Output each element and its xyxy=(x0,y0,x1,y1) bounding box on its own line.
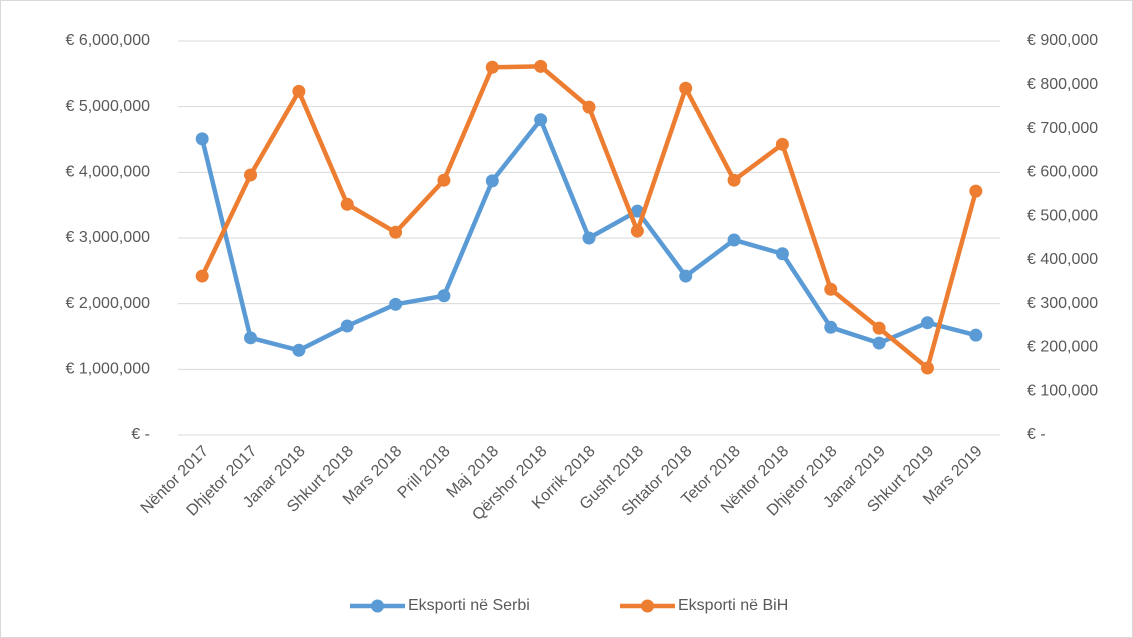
data-point xyxy=(534,113,548,127)
y2-tick-label: € 100,000 xyxy=(1027,382,1098,399)
data-point xyxy=(389,297,403,311)
data-point xyxy=(727,233,741,247)
y-tick-label: € 3,000,000 xyxy=(65,229,150,246)
data-point xyxy=(920,361,934,375)
y-tick-label: € 2,000,000 xyxy=(65,295,150,312)
legend-label: Eksporti në BiH xyxy=(678,597,788,614)
y2-tick-label: € 300,000 xyxy=(1027,295,1098,312)
data-point xyxy=(582,100,596,114)
data-point xyxy=(824,320,838,334)
y-tick-label: € 1,000,000 xyxy=(65,361,150,378)
data-point xyxy=(872,321,886,335)
y-tick-label: € 5,000,000 xyxy=(65,98,150,115)
data-point xyxy=(679,269,693,283)
data-point xyxy=(485,60,499,74)
data-point xyxy=(969,184,983,198)
data-point xyxy=(920,316,934,330)
y-tick-label: € 6,000,000 xyxy=(65,32,150,49)
data-point xyxy=(679,81,693,95)
data-point xyxy=(485,174,499,188)
y2-tick-label: € 600,000 xyxy=(1027,164,1098,181)
data-point xyxy=(582,231,596,245)
data-point xyxy=(244,331,258,345)
y2-tick-label: € 700,000 xyxy=(1027,120,1098,137)
y2-tick-label: € 500,000 xyxy=(1027,207,1098,224)
y2-tick-label: € - xyxy=(1027,426,1046,443)
data-point xyxy=(775,247,789,261)
data-point xyxy=(630,224,644,238)
y-tick-label: € 4,000,000 xyxy=(65,164,150,181)
data-point xyxy=(824,282,838,296)
y-tick-label: € - xyxy=(131,426,150,443)
data-point xyxy=(534,59,548,73)
y2-tick-label: € 900,000 xyxy=(1027,32,1098,49)
data-point xyxy=(195,132,209,146)
data-point xyxy=(340,319,354,333)
data-point xyxy=(969,328,983,342)
data-point xyxy=(872,336,886,350)
data-point xyxy=(727,173,741,187)
data-point xyxy=(437,173,451,187)
legend-marker xyxy=(371,599,384,613)
data-point xyxy=(389,225,403,239)
data-point xyxy=(292,343,306,357)
data-point xyxy=(292,84,306,98)
data-point xyxy=(775,137,789,151)
data-point xyxy=(195,269,209,283)
legend-label: Eksporti në Serbi xyxy=(408,597,530,614)
y2-tick-label: € 800,000 xyxy=(1027,76,1098,93)
data-point xyxy=(340,197,354,211)
y2-tick-label: € 400,000 xyxy=(1027,251,1098,268)
data-point xyxy=(244,168,258,182)
y2-tick-label: € 200,000 xyxy=(1027,339,1098,356)
data-point xyxy=(437,289,451,303)
data-point xyxy=(630,204,644,218)
legend-marker xyxy=(641,599,654,613)
